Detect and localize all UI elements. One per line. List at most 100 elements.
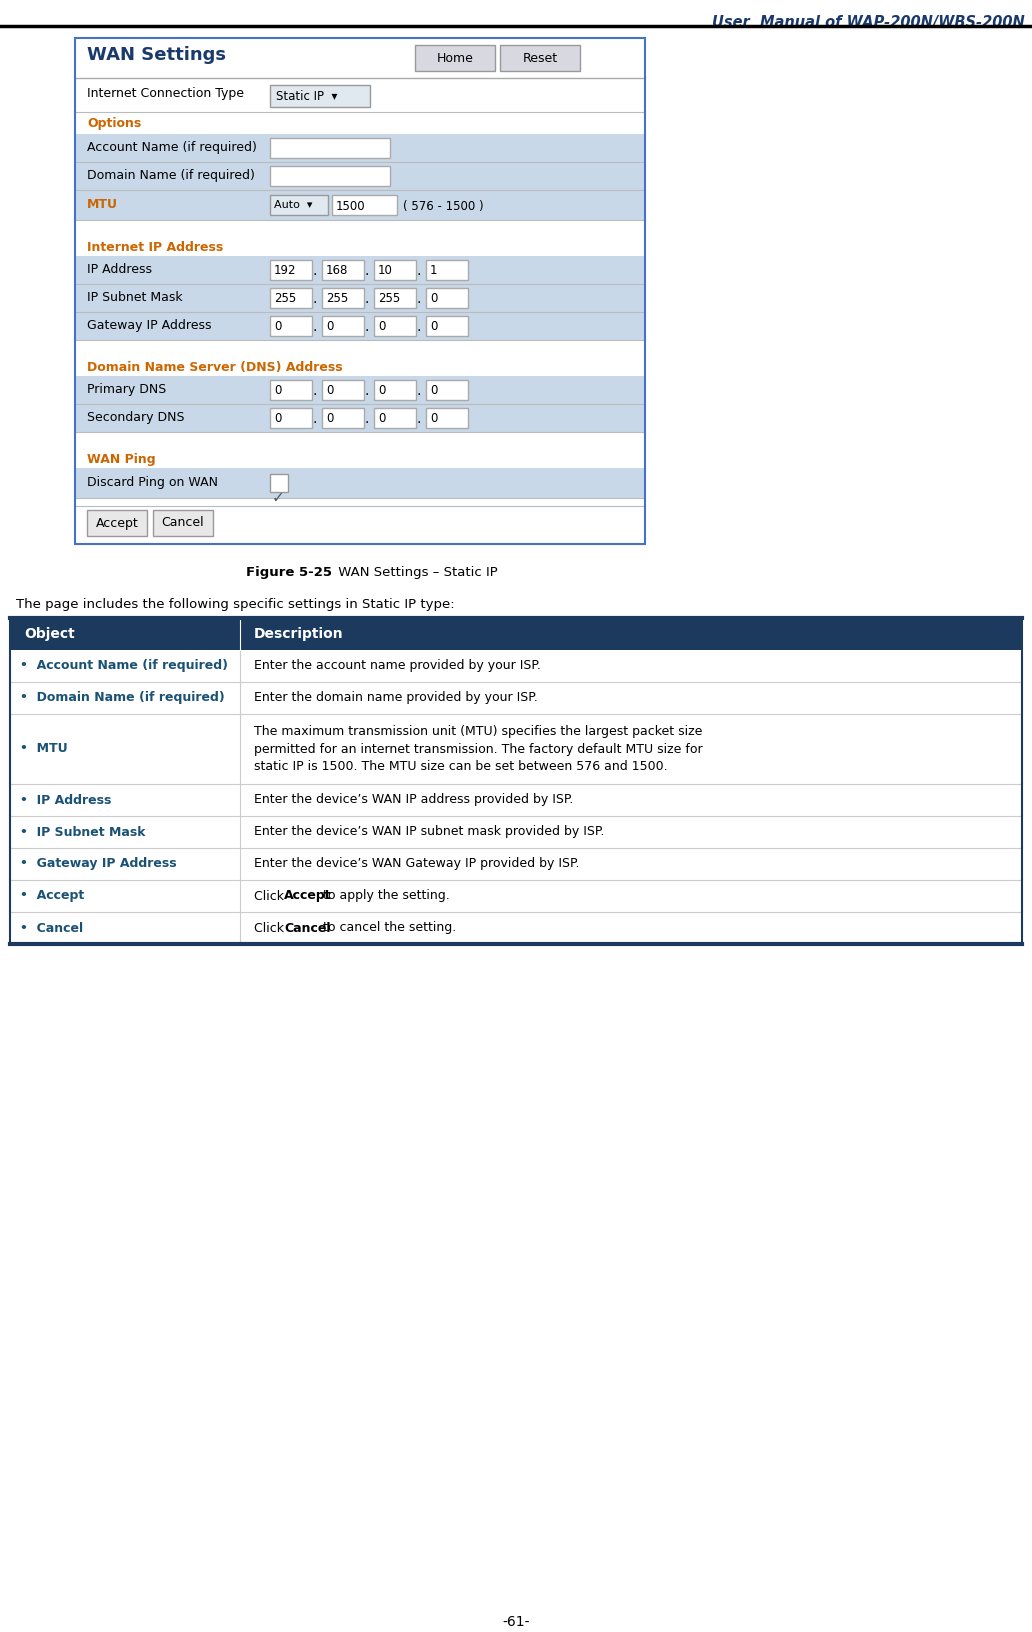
Text: 255: 255 xyxy=(275,292,296,305)
Text: IP Address: IP Address xyxy=(87,263,152,276)
Text: 1500: 1500 xyxy=(336,201,365,214)
Text: Click: Click xyxy=(254,922,288,935)
Bar xyxy=(270,166,390,186)
Text: Click: Click xyxy=(254,889,288,902)
Text: 0: 0 xyxy=(430,292,438,305)
Bar xyxy=(322,259,364,281)
Text: 255: 255 xyxy=(326,292,348,305)
Text: •  Accept: • Accept xyxy=(20,889,85,902)
Text: •  Account Name (if required): • Account Name (if required) xyxy=(20,659,228,672)
Text: IP Subnet Mask: IP Subnet Mask xyxy=(87,290,183,304)
Bar xyxy=(270,380,312,400)
Bar xyxy=(270,317,312,336)
Text: Accept: Accept xyxy=(284,889,331,902)
Bar xyxy=(374,380,416,400)
Bar xyxy=(75,405,645,432)
Text: Object: Object xyxy=(24,627,74,641)
Text: •  IP Subnet Mask: • IP Subnet Mask xyxy=(20,826,146,839)
Text: Enter the device’s WAN IP address provided by ISP.: Enter the device’s WAN IP address provid… xyxy=(254,793,574,806)
Bar xyxy=(270,473,288,491)
Text: .: . xyxy=(417,292,421,307)
Text: .: . xyxy=(417,320,421,335)
Text: Enter the account name provided by your ISP.: Enter the account name provided by your … xyxy=(254,659,541,672)
Text: Static IP  ▾: Static IP ▾ xyxy=(276,90,337,103)
Bar xyxy=(10,619,1022,650)
Text: Reset: Reset xyxy=(522,52,557,65)
Text: Figure 5-25: Figure 5-25 xyxy=(246,566,332,579)
Text: Enter the domain name provided by your ISP.: Enter the domain name provided by your I… xyxy=(254,692,538,705)
Text: The maximum transmission unit (MTU) specifies the largest packet size
permitted : The maximum transmission unit (MTU) spec… xyxy=(254,725,703,774)
Bar xyxy=(10,849,1022,880)
Bar xyxy=(75,312,645,339)
Bar xyxy=(499,46,580,72)
Text: 0: 0 xyxy=(430,384,438,397)
Text: 0: 0 xyxy=(275,411,282,424)
Bar xyxy=(322,380,364,400)
Bar xyxy=(270,408,312,428)
Text: .: . xyxy=(313,411,318,426)
Text: Enter the device’s WAN IP subnet mask provided by ISP.: Enter the device’s WAN IP subnet mask pr… xyxy=(254,826,605,839)
Bar xyxy=(87,509,147,535)
Text: Discard Ping on WAN: Discard Ping on WAN xyxy=(87,477,218,490)
Bar xyxy=(426,287,467,308)
Text: -61-: -61- xyxy=(503,1616,529,1629)
Text: Internet IP Address: Internet IP Address xyxy=(87,242,223,255)
Text: Description: Description xyxy=(254,627,344,641)
Text: Cancel: Cancel xyxy=(162,516,204,529)
Text: WAN Ping: WAN Ping xyxy=(87,454,156,467)
Bar xyxy=(332,194,397,215)
Text: ✓: ✓ xyxy=(272,490,285,504)
Text: •  Domain Name (if required): • Domain Name (if required) xyxy=(20,692,225,705)
Bar xyxy=(374,287,416,308)
Text: .: . xyxy=(365,320,369,335)
Text: Secondary DNS: Secondary DNS xyxy=(87,411,185,424)
Bar xyxy=(374,408,416,428)
Bar xyxy=(322,317,364,336)
Text: •  MTU: • MTU xyxy=(20,743,68,756)
Text: 0: 0 xyxy=(275,384,282,397)
Text: Auto  ▾: Auto ▾ xyxy=(275,201,313,211)
Text: .: . xyxy=(365,292,369,307)
Text: .: . xyxy=(417,411,421,426)
Bar xyxy=(322,287,364,308)
Text: Gateway IP Address: Gateway IP Address xyxy=(87,318,212,331)
Text: •  Cancel: • Cancel xyxy=(20,922,84,935)
Text: Home: Home xyxy=(437,52,474,65)
Bar xyxy=(415,46,495,72)
Text: Domain Name Server (DNS) Address: Domain Name Server (DNS) Address xyxy=(87,361,343,374)
Text: 10: 10 xyxy=(378,264,393,277)
Text: 0: 0 xyxy=(430,411,438,424)
Bar xyxy=(10,912,1022,943)
Text: .: . xyxy=(365,384,369,398)
Text: Primary DNS: Primary DNS xyxy=(87,384,166,397)
Text: 255: 255 xyxy=(378,292,400,305)
Text: Accept: Accept xyxy=(96,516,138,529)
Text: Options: Options xyxy=(87,118,141,131)
Bar xyxy=(10,682,1022,715)
Bar xyxy=(10,650,1022,682)
Bar xyxy=(270,259,312,281)
Text: MTU: MTU xyxy=(87,197,118,211)
Text: The page includes the following specific settings in Static IP type:: The page includes the following specific… xyxy=(17,597,455,610)
Bar xyxy=(322,408,364,428)
Text: WAN Settings – Static IP: WAN Settings – Static IP xyxy=(334,566,497,579)
Text: Cancel: Cancel xyxy=(284,922,330,935)
Text: •  IP Address: • IP Address xyxy=(20,793,111,806)
Bar xyxy=(426,408,467,428)
Bar xyxy=(10,783,1022,816)
Text: to cancel the setting.: to cancel the setting. xyxy=(319,922,456,935)
Bar xyxy=(270,194,328,215)
Bar xyxy=(10,816,1022,849)
Text: •  Gateway IP Address: • Gateway IP Address xyxy=(20,857,176,870)
Text: 0: 0 xyxy=(378,384,385,397)
Text: 1: 1 xyxy=(430,264,438,277)
Text: Internet Connection Type: Internet Connection Type xyxy=(87,86,244,100)
Bar xyxy=(75,375,645,405)
Text: 0: 0 xyxy=(326,384,333,397)
Bar xyxy=(270,139,390,158)
Bar xyxy=(75,162,645,189)
Bar xyxy=(75,78,645,113)
Bar xyxy=(426,317,467,336)
Text: User  Manual of WAP-200N/WBS-200N: User Manual of WAP-200N/WBS-200N xyxy=(712,15,1025,29)
Text: .: . xyxy=(417,264,421,277)
